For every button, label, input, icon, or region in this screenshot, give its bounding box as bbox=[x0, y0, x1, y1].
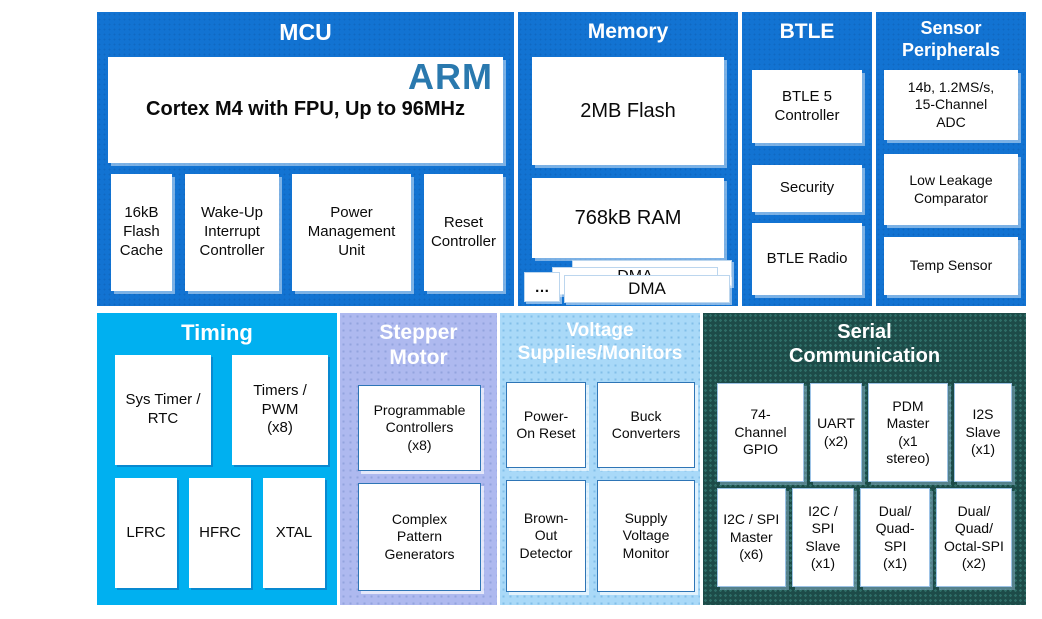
timing-title: Timing bbox=[181, 320, 253, 345]
box-security: Security bbox=[752, 165, 862, 212]
box-brown-out-detector: Brown- Out Detector bbox=[506, 480, 586, 592]
box-adc: 14b, 1.2MS/s, 15-Channel ADC bbox=[884, 70, 1018, 140]
panel-mcu: MCU ARM Cortex M4 with FPU, Up to 96MHz … bbox=[97, 12, 514, 306]
mcu-title: MCU bbox=[279, 19, 332, 45]
dma-stack: DMA … DMA bbox=[524, 260, 732, 306]
arm-logo: ARM bbox=[408, 56, 493, 97]
panel-timing: Timing Sys Timer / RTC Timers / PWM (x8)… bbox=[97, 313, 337, 605]
box-sys-timer-rtc: Sys Timer / RTC bbox=[115, 355, 211, 465]
box-ram: 768kB RAM bbox=[532, 178, 724, 258]
box-i2s-slave: I2S Slave (x1) bbox=[954, 383, 1012, 482]
box-timers-pwm: Timers / PWM (x8) bbox=[232, 355, 328, 465]
dma-ellipsis-box: … bbox=[524, 272, 560, 302]
panel-stepper-motor: Stepper Motor Programmable Controllers (… bbox=[340, 313, 497, 605]
box-supply-voltage-monitor: Supply Voltage Monitor bbox=[597, 480, 695, 592]
panel-memory: Memory 2MB Flash 768kB RAM DMA … DMA bbox=[518, 12, 738, 306]
box-programmable-controllers: Programmable Controllers (x8) bbox=[358, 385, 481, 471]
box-buck-converters: Buck Converters bbox=[597, 382, 695, 468]
mcu-core-box: ARM Cortex M4 with FPU, Up to 96MHz bbox=[108, 57, 503, 163]
panel-voltage-supplies: Voltage Supplies/Monitors Power- On Rese… bbox=[500, 313, 700, 605]
box-wakeup-interrupt-controller: Wake-Up Interrupt Controller bbox=[184, 174, 280, 291]
box-flash-cache: 16kB Flash Cache bbox=[111, 174, 172, 291]
box-power-on-reset: Power- On Reset bbox=[506, 382, 586, 468]
serial-row-2: I2C / SPI Master (x6) I2C / SPI Slave (x… bbox=[717, 488, 1012, 587]
box-xtal: XTAL bbox=[263, 478, 325, 588]
box-temp-sensor: Temp Sensor bbox=[884, 237, 1018, 295]
box-low-leakage-comparator: Low Leakage Comparator bbox=[884, 154, 1018, 225]
box-btle-radio: BTLE Radio bbox=[752, 223, 862, 295]
mcu-core-label: Cortex M4 with FPU, Up to 96MHz bbox=[146, 98, 465, 120]
serial-row-1: 74- Channel GPIO UART (x2) PDM Master (x… bbox=[717, 383, 1012, 482]
box-pdm-master: PDM Master (x1 stereo) bbox=[868, 383, 948, 482]
box-hfrc: HFRC bbox=[189, 478, 251, 588]
mcu-sub-row: 16kB Flash Cache Wake-Up Interrupt Contr… bbox=[111, 174, 504, 291]
sensor-peripherals-title: Sensor Peripherals bbox=[901, 18, 1001, 60]
stepper-motor-title: Stepper Motor bbox=[379, 321, 458, 370]
box-flash: 2MB Flash bbox=[532, 57, 724, 165]
box-uart: UART (x2) bbox=[810, 383, 862, 482]
voltage-supplies-title: Voltage Supplies/Monitors bbox=[517, 320, 683, 364]
btle-title: BTLE bbox=[779, 20, 835, 43]
box-i2c-spi-slave: I2C / SPI Slave (x1) bbox=[791, 488, 855, 587]
box-i2c-spi-master: I2C / SPI Master (x6) bbox=[717, 488, 786, 587]
box-dual-quad-octal-spi: Dual/ Quad/ Octal-SPI (x2) bbox=[935, 488, 1012, 587]
box-dual-quad-spi: Dual/ Quad- SPI (x1) bbox=[860, 488, 930, 587]
panel-btle: BTLE BTLE 5 Controller Security BTLE Rad… bbox=[742, 12, 872, 306]
box-lfrc: LFRC bbox=[115, 478, 177, 588]
panel-serial-communication: Serial Communication 74- Channel GPIO UA… bbox=[703, 313, 1026, 605]
box-btle5-controller: BTLE 5 Controller bbox=[752, 70, 862, 143]
box-complex-pattern-generators: Complex Pattern Generators bbox=[358, 483, 481, 591]
box-power-management-unit: Power Management Unit bbox=[292, 174, 411, 291]
box-gpio: 74- Channel GPIO bbox=[717, 383, 804, 482]
box-dma: DMA bbox=[564, 275, 730, 303]
memory-title: Memory bbox=[587, 20, 669, 43]
serial-communication-title: Serial Communication bbox=[788, 321, 941, 367]
box-reset-controller: Reset Controller bbox=[423, 174, 504, 291]
panel-sensor-peripherals: Sensor Peripherals 14b, 1.2MS/s, 15-Chan… bbox=[876, 12, 1026, 306]
